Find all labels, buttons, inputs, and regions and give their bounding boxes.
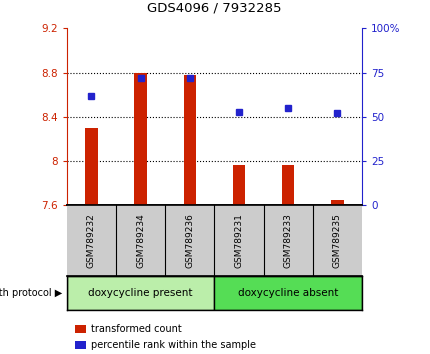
Bar [183,75,196,205]
Text: doxycycline absent: doxycycline absent [237,288,338,298]
Text: GSM789236: GSM789236 [185,213,194,268]
Bar [67,276,214,310]
Text: transformed count: transformed count [90,324,181,334]
Text: doxycycline present: doxycycline present [88,288,192,298]
Bar [214,276,361,310]
Bar [232,166,245,205]
Text: GSM789232: GSM789232 [87,213,96,268]
Text: GSM789233: GSM789233 [283,213,292,268]
Text: GSM789235: GSM789235 [332,213,341,268]
Bar [134,73,147,205]
Bar [85,128,97,205]
Bar [281,166,294,205]
Text: GSM789234: GSM789234 [136,213,145,268]
Text: GDS4096 / 7932285: GDS4096 / 7932285 [147,1,281,14]
Bar [331,200,343,205]
Text: GSM789231: GSM789231 [234,213,243,268]
Text: growth protocol ▶: growth protocol ▶ [0,288,62,298]
Text: percentile rank within the sample: percentile rank within the sample [90,340,255,350]
